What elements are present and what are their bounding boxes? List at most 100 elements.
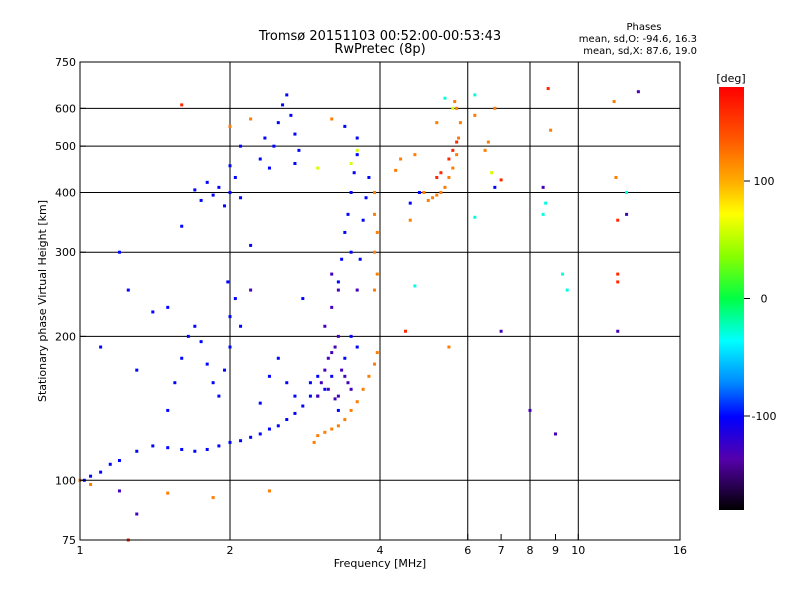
data-point [285, 93, 289, 97]
data-point [249, 117, 253, 121]
data-point [166, 446, 170, 450]
data-point [499, 329, 503, 333]
data-point [239, 196, 243, 200]
data-point [99, 470, 103, 474]
data-point [239, 324, 243, 328]
data-point [217, 394, 221, 398]
data-point [473, 93, 477, 97]
data-point [117, 250, 121, 254]
data-point [413, 153, 417, 157]
data-point [276, 356, 280, 360]
data-point [451, 166, 455, 170]
data-point [267, 166, 271, 170]
stats-line-x: mean, sd,X: 87.6, 19.0 [583, 46, 697, 57]
data-point [458, 121, 462, 125]
data-point [343, 356, 347, 360]
x-tick-label: 8 [527, 544, 534, 557]
data-point [355, 148, 359, 152]
data-point [355, 136, 359, 140]
data-point [349, 190, 353, 194]
stats-heading: Phases [626, 22, 661, 33]
data-point [616, 280, 620, 284]
grid-lines [80, 62, 680, 540]
data-point [394, 168, 398, 172]
data-points [78, 87, 640, 542]
data-point [330, 117, 334, 121]
data-point [408, 201, 412, 205]
data-point [323, 430, 327, 434]
data-point [199, 340, 203, 344]
data-point [367, 175, 371, 179]
data-point [108, 462, 112, 466]
data-point [614, 175, 618, 179]
data-point [544, 201, 548, 205]
y-tick-label: 100 [55, 474, 76, 487]
data-point [297, 148, 301, 152]
data-point [336, 408, 340, 412]
data-point [326, 387, 330, 391]
data-point [205, 447, 209, 451]
data-point [553, 432, 557, 436]
y-tick-label: 200 [55, 330, 76, 343]
data-point [336, 424, 340, 428]
data-point [249, 435, 253, 439]
data-point [228, 315, 232, 319]
data-point [373, 250, 377, 254]
data-point [217, 185, 221, 189]
data-point [285, 381, 289, 385]
data-point [276, 424, 280, 428]
data-point [336, 288, 340, 292]
data-point [199, 198, 203, 202]
data-point [413, 284, 417, 288]
data-point [447, 175, 451, 179]
data-point [258, 401, 262, 405]
data-point [336, 280, 340, 284]
data-point [455, 106, 459, 110]
data-point [151, 310, 155, 314]
data-point [330, 305, 334, 309]
data-point [546, 87, 550, 91]
data-point [493, 185, 497, 189]
data-point [565, 288, 569, 292]
x-tick-label: 2 [227, 544, 234, 557]
data-point [340, 257, 344, 261]
data-point [267, 489, 271, 493]
data-point [493, 106, 497, 110]
data-point [330, 427, 334, 431]
colorbar-tick-label: 100 [754, 175, 775, 188]
x-axis-ticks: 1 2 4 6 7 8 9 10 16 [77, 534, 687, 557]
data-point [333, 397, 337, 401]
data-point [226, 280, 230, 284]
data-point [258, 157, 262, 161]
data-point [443, 96, 447, 100]
data-point [343, 230, 347, 234]
data-point [403, 329, 407, 333]
x-tick-label: 10 [571, 544, 585, 557]
data-point [528, 408, 532, 412]
data-point [316, 374, 320, 378]
data-point [205, 180, 209, 184]
data-point [439, 190, 443, 194]
data-point [223, 368, 227, 372]
data-point [541, 185, 545, 189]
data-point [330, 272, 334, 276]
data-point [373, 190, 377, 194]
data-point [451, 148, 455, 152]
data-point [293, 161, 297, 165]
data-point [541, 212, 545, 216]
data-point [349, 250, 353, 254]
data-point [233, 175, 237, 179]
data-point [276, 121, 280, 125]
data-point [457, 136, 461, 140]
x-tick-label: 4 [377, 544, 384, 557]
data-point [439, 171, 443, 175]
data-point [228, 124, 232, 128]
data-point [316, 394, 320, 398]
data-point [316, 166, 320, 170]
data-point [263, 136, 267, 140]
y-tick-label: 600 [55, 102, 76, 115]
data-point [399, 157, 403, 161]
data-point [272, 144, 276, 148]
data-point [193, 188, 197, 192]
data-point [193, 449, 197, 453]
